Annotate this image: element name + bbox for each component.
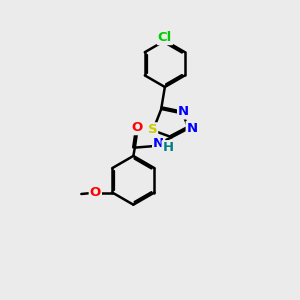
Text: H: H <box>163 141 174 154</box>
Text: N: N <box>178 106 189 118</box>
Text: Cl: Cl <box>158 31 172 44</box>
Text: S: S <box>148 123 157 136</box>
Text: N: N <box>153 137 164 150</box>
Text: N: N <box>187 122 198 135</box>
Text: O: O <box>90 186 101 199</box>
Text: O: O <box>132 121 143 134</box>
